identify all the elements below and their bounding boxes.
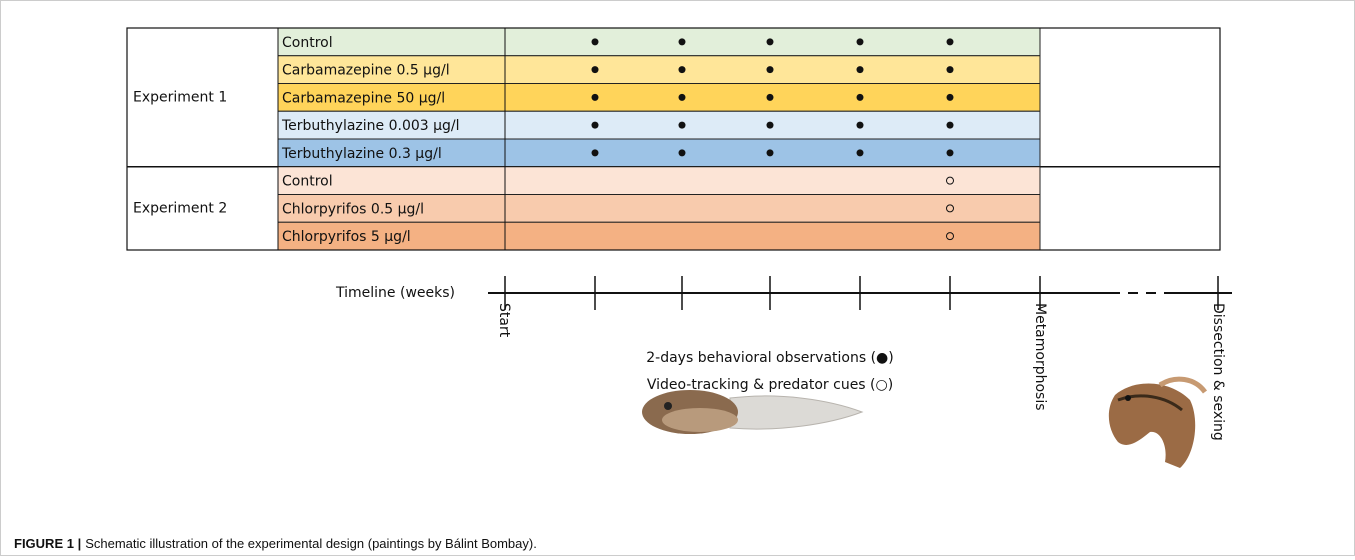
- observation-dot: [591, 149, 599, 157]
- observation-dot: [856, 93, 864, 101]
- observation-dot: [591, 121, 599, 129]
- treatment-label: Control: [282, 174, 333, 190]
- observation-dot: [856, 149, 864, 157]
- observation-dot: [946, 149, 954, 157]
- treatment-band: [277, 27, 1041, 57]
- legend-line: Video-tracking & predator cues (○): [647, 377, 893, 393]
- treatment-band: [277, 194, 1041, 223]
- observation-dot: [946, 66, 954, 74]
- observation-dot: [856, 38, 864, 46]
- observation-dot: [591, 38, 599, 46]
- frog-painting: [1108, 376, 1208, 468]
- caption: FIGURE 1 | Schematic illustration of the …: [14, 536, 537, 551]
- observation-dot: [946, 121, 954, 129]
- video-circle: [946, 176, 954, 185]
- observation-dot: [766, 38, 774, 46]
- treatment-band: [277, 166, 1041, 195]
- video-circle: [946, 232, 954, 241]
- treatment-label: Terbuthylazine 0.003 µg/l: [281, 118, 460, 134]
- observation-dot: [678, 38, 686, 46]
- treatment-band: [277, 221, 1041, 251]
- treatment-label: Terbuthylazine 0.3 µg/l: [281, 146, 442, 162]
- observation-dot: [766, 149, 774, 157]
- tadpole-painting: [642, 390, 864, 434]
- group-label: Experiment 2: [133, 200, 227, 216]
- observation-dot: [678, 121, 686, 129]
- caption-label: FIGURE 1 |: [14, 536, 81, 551]
- treatment-label: Chlorpyrifos 0.5 µg/l: [282, 201, 424, 217]
- treatment-band: [277, 110, 1041, 140]
- observation-dot: [678, 93, 686, 101]
- treatment-band: [277, 83, 1041, 112]
- observation-dot: [856, 121, 864, 129]
- observation-dot: [946, 93, 954, 101]
- milestone: Dissection & sexing: [1210, 303, 1226, 441]
- observation-dot: [766, 93, 774, 101]
- timeline: Timeline (weeks) Start Metamorphosis Dis…: [335, 276, 1232, 441]
- milestone: Start: [496, 303, 512, 338]
- legend-line: 2-days behavioral observations (●): [646, 350, 894, 366]
- observation-dot: [766, 121, 774, 129]
- observation-dot: [678, 149, 686, 157]
- observation-dot: [856, 66, 864, 74]
- caption-text: Schematic illustration of the experiment…: [85, 536, 537, 551]
- observation-dot: [591, 66, 599, 74]
- observation-dot: [591, 93, 599, 101]
- design-table: Control Carbamazepine 0.5 µg/l Carbamazepi…: [126, 27, 1221, 251]
- milestone: Metamorphosis: [1032, 303, 1048, 411]
- timeline-label: Timeline (weeks): [335, 285, 455, 301]
- treatment-label: Carbamazepine 0.5 µg/l: [282, 63, 450, 79]
- treatment-label: Chlorpyrifos 5 µg/l: [282, 229, 411, 245]
- observation-dot: [946, 38, 954, 46]
- treatment-label: Carbamazepine 50 µg/l: [282, 90, 445, 106]
- observation-dot: [766, 66, 774, 74]
- treatment-label: Control: [282, 35, 333, 51]
- video-circle: [946, 204, 954, 213]
- table-frame: [126, 27, 1221, 251]
- observation-dot: [678, 66, 686, 74]
- group-label: Experiment 1: [133, 89, 227, 105]
